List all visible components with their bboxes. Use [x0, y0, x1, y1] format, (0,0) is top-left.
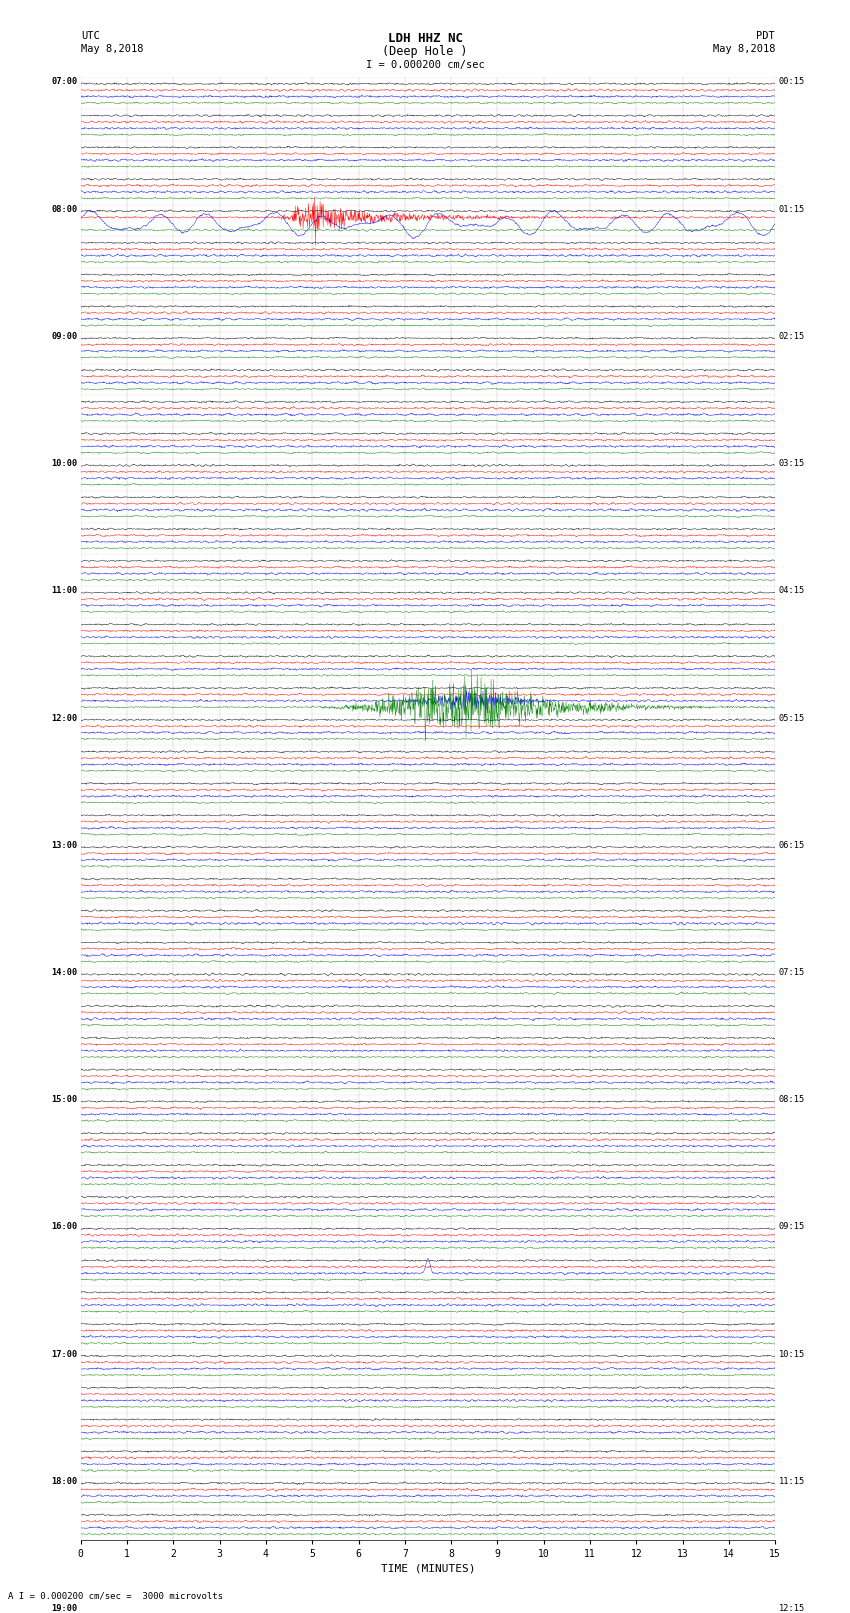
Text: 16:00: 16:00 — [51, 1223, 77, 1231]
Text: 17:00: 17:00 — [51, 1350, 77, 1358]
Text: 00:15: 00:15 — [779, 77, 805, 87]
Text: 08:15: 08:15 — [779, 1095, 805, 1105]
Text: 09:15: 09:15 — [779, 1223, 805, 1231]
Text: 08:00: 08:00 — [51, 205, 77, 213]
Text: 15:00: 15:00 — [51, 1095, 77, 1105]
Text: (Deep Hole ): (Deep Hole ) — [382, 45, 468, 58]
Text: 04:15: 04:15 — [779, 586, 805, 595]
Text: 12:15: 12:15 — [779, 1603, 805, 1613]
Text: 11:15: 11:15 — [779, 1478, 805, 1486]
Text: 09:00: 09:00 — [51, 332, 77, 340]
Text: UTC: UTC — [81, 31, 99, 40]
Text: I = 0.000200 cm/sec: I = 0.000200 cm/sec — [366, 60, 484, 69]
Text: 10:00: 10:00 — [51, 460, 77, 468]
Text: 11:00: 11:00 — [51, 586, 77, 595]
Text: May 8,2018: May 8,2018 — [712, 44, 775, 53]
Text: 02:15: 02:15 — [779, 332, 805, 340]
Text: 13:00: 13:00 — [51, 840, 77, 850]
Text: 06:15: 06:15 — [779, 840, 805, 850]
Text: 10:15: 10:15 — [779, 1350, 805, 1358]
Text: PDT: PDT — [756, 31, 775, 40]
Text: 05:15: 05:15 — [779, 713, 805, 723]
Text: 14:00: 14:00 — [51, 968, 77, 977]
Text: 03:15: 03:15 — [779, 460, 805, 468]
Text: 12:00: 12:00 — [51, 713, 77, 723]
X-axis label: TIME (MINUTES): TIME (MINUTES) — [381, 1563, 475, 1574]
Text: 18:00: 18:00 — [51, 1478, 77, 1486]
Text: 07:00: 07:00 — [51, 77, 77, 87]
Text: 07:15: 07:15 — [779, 968, 805, 977]
Text: LDH HHZ NC: LDH HHZ NC — [388, 32, 462, 45]
Text: 01:15: 01:15 — [779, 205, 805, 213]
Text: 19:00: 19:00 — [51, 1603, 77, 1613]
Text: May 8,2018: May 8,2018 — [81, 44, 144, 53]
Text: A I = 0.000200 cm/sec =  3000 microvolts: A I = 0.000200 cm/sec = 3000 microvolts — [8, 1590, 224, 1600]
